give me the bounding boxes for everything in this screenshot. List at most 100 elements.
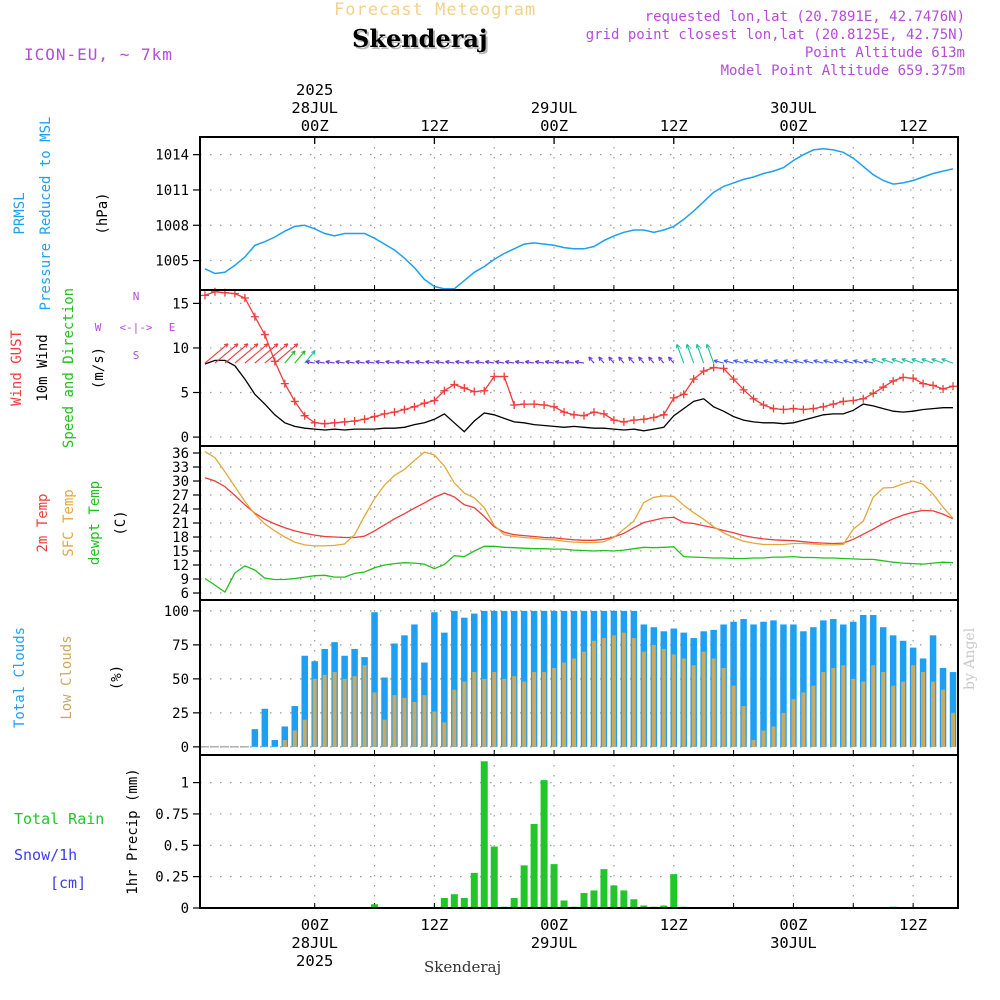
total-cloud-bar <box>441 632 448 747</box>
total-cloud-bar <box>381 677 388 747</box>
wind-arrowhead <box>695 343 701 349</box>
legend-snow: Snow/1h <box>14 846 77 864</box>
y-tick-label: 12 <box>172 558 189 574</box>
wind-arrowhead <box>608 356 613 361</box>
compass-north: N <box>133 290 140 303</box>
panel-frame <box>199 445 959 601</box>
wind-arrowhead <box>675 343 681 349</box>
gust-marker <box>789 404 798 413</box>
wind-arrowhead <box>753 359 758 364</box>
wind-arrow <box>244 343 269 364</box>
gust-marker <box>420 399 429 408</box>
gust-marker <box>619 417 628 426</box>
gust-marker <box>899 373 908 382</box>
gust-marker <box>749 394 758 403</box>
wind-arrow <box>535 360 545 364</box>
axis-label: PRMSL <box>12 192 28 234</box>
y-tick-label: 25 <box>172 706 189 722</box>
gust-marker <box>839 397 848 406</box>
gust-marker <box>530 400 539 409</box>
low-cloud-bar <box>482 678 487 747</box>
low-cloud-bar <box>432 711 437 747</box>
wind-arrowhead <box>311 350 316 355</box>
wind-arrowhead <box>618 356 623 361</box>
low-cloud-bar <box>342 678 347 747</box>
low-cloud-bar <box>781 712 786 747</box>
wind-arrowhead <box>723 359 728 364</box>
low-cloud-bar <box>711 658 716 747</box>
bottom-time-label: 2025 <box>296 952 333 970</box>
rain-bar <box>620 890 628 908</box>
wind-arrow <box>495 360 505 364</box>
low-cloud-bar <box>801 692 806 747</box>
gust-marker <box>570 410 579 419</box>
top-time-label: 12Z <box>899 117 927 135</box>
bottom-time-label: 00Z <box>540 916 568 934</box>
wind-arrowhead <box>648 356 653 361</box>
y-tick-label: 100 <box>164 604 189 620</box>
gust-marker <box>699 367 708 376</box>
low-cloud-bar <box>322 674 327 747</box>
wind-arrowhead <box>325 359 330 365</box>
wind-arrow <box>833 359 844 364</box>
wind-arrow <box>294 350 306 364</box>
low-cloud-bar <box>392 695 397 747</box>
low-cloud-bar <box>951 712 956 747</box>
axis-label: (%) <box>109 665 125 690</box>
wind-arrowhead <box>455 359 460 365</box>
low-cloud-bar <box>591 640 596 747</box>
gust-marker <box>210 287 219 296</box>
legend-total-rain: Total Rain <box>14 810 104 828</box>
top-time-label: 00Z <box>301 117 329 135</box>
wind-arrowhead <box>853 359 858 364</box>
rain-bar <box>490 846 498 908</box>
gust-marker <box>390 408 399 417</box>
wind-arrow <box>743 359 754 364</box>
bottom-time-label: 00Z <box>779 916 807 934</box>
bottom-time-label: 12Z <box>899 916 927 934</box>
product-title: Forecast Meteogram <box>334 0 537 20</box>
low-cloud-bar <box>741 706 746 747</box>
gust-marker <box>350 417 359 426</box>
low-cloud-bar <box>402 697 407 747</box>
gust-marker <box>250 312 259 321</box>
low-cloud-bar <box>641 651 646 747</box>
point-altitude: Point Altitude 613m <box>804 45 965 61</box>
gust-marker <box>470 387 479 396</box>
low-cloud-bar <box>292 730 297 747</box>
gust-marker <box>809 404 818 413</box>
y-tick-label: 0 <box>181 430 189 446</box>
wind-arrowhead <box>554 359 560 365</box>
wind-arrowhead <box>293 343 299 348</box>
low-cloud-bar <box>941 689 946 747</box>
rain-bar <box>510 897 518 908</box>
y-tick-label: 33 <box>172 460 189 476</box>
total-cloud-bar <box>740 619 747 747</box>
y-tick-label: 15 <box>172 296 189 312</box>
low-cloud-bar <box>422 695 427 747</box>
gust-marker <box>929 381 938 390</box>
gust-marker <box>450 380 459 389</box>
wind-arrowhead <box>243 343 249 348</box>
low-cloud-bar <box>881 672 886 747</box>
low-cloud-bar <box>731 685 736 747</box>
wind-arrowhead <box>405 359 410 365</box>
wind-arrowhead <box>223 343 229 348</box>
low-cloud-bar <box>851 678 856 747</box>
panel-frame <box>199 754 959 909</box>
low-cloud-bar <box>621 632 626 747</box>
low-cloud-bar <box>302 719 307 747</box>
axis-label: dewpt Temp <box>87 481 103 565</box>
y-tick-label: 50 <box>172 672 189 688</box>
wind-arrow <box>204 343 229 364</box>
wind-arrowhead <box>813 359 818 364</box>
wind-arrow <box>475 360 485 364</box>
axis-label: 2m Temp <box>35 493 51 552</box>
rain-bar <box>640 905 648 908</box>
rain-bar <box>450 894 458 908</box>
gust-marker <box>280 379 289 388</box>
axis-label: (m/s) <box>91 347 107 389</box>
wind-arrow <box>575 360 585 364</box>
low-cloud-bar <box>542 672 547 747</box>
